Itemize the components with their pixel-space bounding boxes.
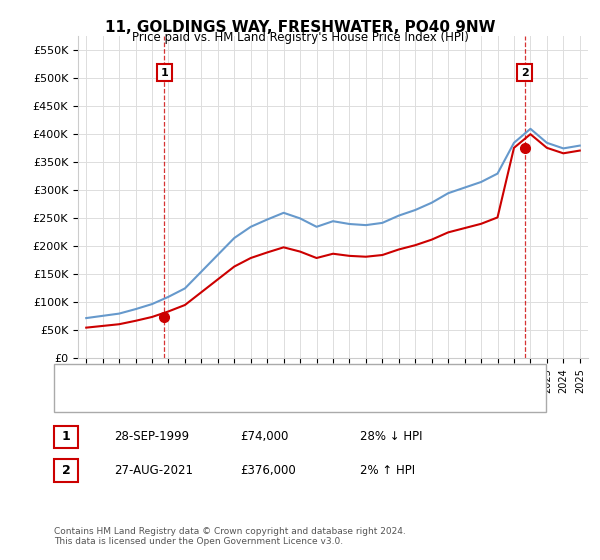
Text: £74,000: £74,000 [240, 430, 289, 444]
Text: ─────: ───── [63, 370, 105, 384]
Text: 2% ↑ HPI: 2% ↑ HPI [360, 464, 415, 477]
Text: 28% ↓ HPI: 28% ↓ HPI [360, 430, 422, 444]
Text: 2: 2 [62, 464, 70, 477]
Text: 1: 1 [62, 430, 70, 444]
Text: 27-AUG-2021: 27-AUG-2021 [114, 464, 193, 477]
Text: ─────: ───── [63, 393, 105, 407]
Text: £376,000: £376,000 [240, 464, 296, 477]
Text: HPI: Average price, detached house, Isle of Wight: HPI: Average price, detached house, Isle… [105, 395, 363, 405]
Text: Price paid vs. HM Land Registry's House Price Index (HPI): Price paid vs. HM Land Registry's House … [131, 31, 469, 44]
Text: Contains HM Land Registry data © Crown copyright and database right 2024.
This d: Contains HM Land Registry data © Crown c… [54, 526, 406, 546]
Text: 11, GOLDINGS WAY, FRESHWATER, PO40 9NW (detached house): 11, GOLDINGS WAY, FRESHWATER, PO40 9NW (… [105, 372, 439, 382]
Text: 2: 2 [521, 68, 529, 78]
Text: 1: 1 [160, 68, 168, 78]
Text: 28-SEP-1999: 28-SEP-1999 [114, 430, 189, 444]
Text: 11, GOLDINGS WAY, FRESHWATER, PO40 9NW: 11, GOLDINGS WAY, FRESHWATER, PO40 9NW [105, 20, 495, 35]
